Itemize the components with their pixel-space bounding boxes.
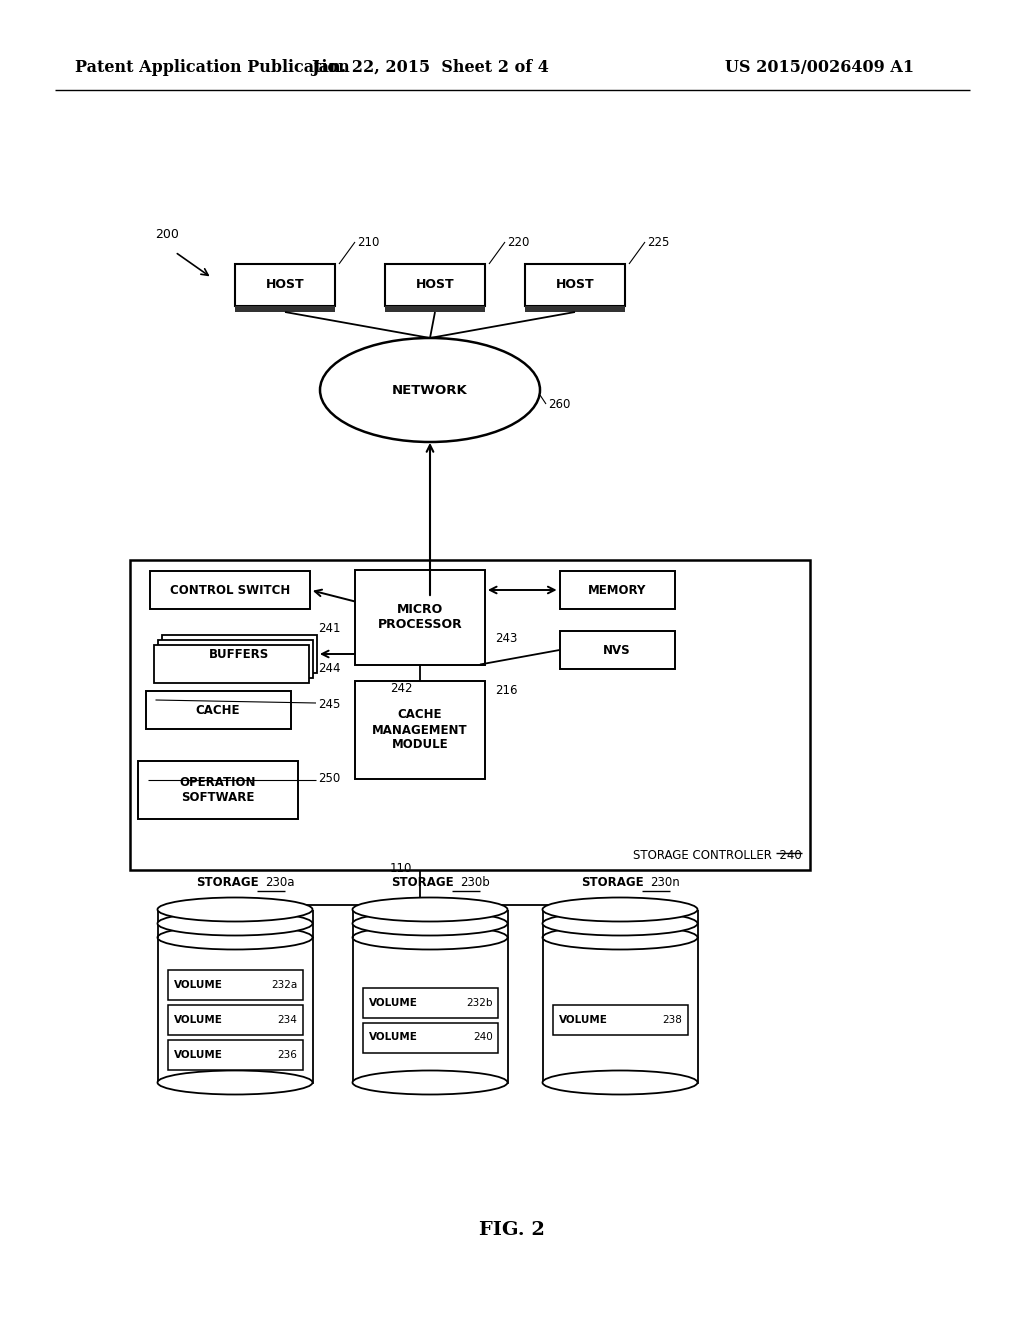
Text: 238: 238: [663, 1015, 683, 1026]
Ellipse shape: [158, 925, 312, 949]
Bar: [130, 560, 810, 870]
Text: 232a: 232a: [271, 979, 298, 990]
Ellipse shape: [319, 338, 540, 442]
Text: NETWORK: NETWORK: [392, 384, 468, 396]
Bar: [525, 306, 625, 312]
Text: 230n: 230n: [650, 876, 680, 890]
Text: STORAGE: STORAGE: [391, 876, 454, 890]
Ellipse shape: [352, 925, 508, 949]
Text: 230a: 230a: [265, 876, 295, 890]
Text: CACHE: CACHE: [196, 704, 241, 717]
Text: HOST: HOST: [556, 279, 594, 292]
Text: 200: 200: [155, 228, 179, 242]
Bar: [352, 937, 508, 1082]
Text: Jan. 22, 2015  Sheet 2 of 4: Jan. 22, 2015 Sheet 2 of 4: [311, 59, 549, 77]
Ellipse shape: [543, 925, 697, 949]
Text: VOLUME: VOLUME: [558, 1015, 607, 1026]
Bar: [168, 1040, 302, 1071]
Ellipse shape: [352, 1071, 508, 1094]
Text: HOST: HOST: [416, 279, 455, 292]
Text: US 2015/0026409 A1: US 2015/0026409 A1: [725, 59, 914, 77]
Bar: [559, 572, 675, 609]
Ellipse shape: [543, 1071, 697, 1094]
Text: CONTROL SWITCH: CONTROL SWITCH: [170, 583, 290, 597]
Bar: [543, 937, 697, 1082]
Text: VOLUME: VOLUME: [173, 1049, 222, 1060]
Text: 220: 220: [507, 235, 529, 248]
Bar: [168, 970, 302, 1001]
Text: 244: 244: [318, 661, 341, 675]
Bar: [559, 631, 675, 669]
Ellipse shape: [158, 898, 312, 921]
Text: STORAGE CONTROLLER  240: STORAGE CONTROLLER 240: [633, 849, 802, 862]
Text: 236: 236: [278, 1049, 298, 1060]
Bar: [234, 306, 335, 312]
Text: OPERATION
SOFTWARE: OPERATION SOFTWARE: [180, 776, 256, 804]
Text: 242: 242: [390, 681, 413, 694]
Text: 243: 243: [495, 631, 517, 644]
Bar: [553, 1005, 687, 1035]
Bar: [234, 264, 335, 306]
Text: 232b: 232b: [466, 998, 493, 1007]
Text: 225: 225: [647, 235, 670, 248]
Text: 210: 210: [357, 235, 379, 248]
Bar: [385, 306, 485, 312]
Text: MEMORY: MEMORY: [588, 583, 646, 597]
Text: NVS: NVS: [603, 644, 631, 656]
Ellipse shape: [352, 912, 508, 936]
Ellipse shape: [543, 912, 697, 936]
Bar: [525, 264, 625, 306]
Text: STORAGE: STORAGE: [196, 876, 258, 890]
Text: VOLUME: VOLUME: [173, 979, 222, 990]
Bar: [150, 572, 310, 609]
Text: 245: 245: [318, 698, 340, 711]
Bar: [385, 264, 485, 306]
Ellipse shape: [158, 912, 312, 936]
Text: 216: 216: [495, 684, 517, 697]
Bar: [145, 690, 291, 729]
Bar: [138, 762, 298, 818]
Ellipse shape: [158, 1071, 312, 1094]
Bar: [158, 640, 313, 678]
Text: 110: 110: [390, 862, 413, 874]
Text: 250: 250: [318, 771, 340, 784]
Text: HOST: HOST: [265, 279, 304, 292]
Text: 240: 240: [473, 1032, 493, 1043]
Text: VOLUME: VOLUME: [369, 998, 418, 1007]
Text: 230b: 230b: [460, 876, 489, 890]
Text: 241: 241: [318, 622, 341, 635]
Text: CACHE
MANAGEMENT
MODULE: CACHE MANAGEMENT MODULE: [372, 709, 468, 751]
Text: VOLUME: VOLUME: [369, 1032, 418, 1043]
Text: VOLUME: VOLUME: [173, 1015, 222, 1026]
Bar: [362, 987, 498, 1018]
Text: 234: 234: [278, 1015, 298, 1026]
Bar: [168, 1005, 302, 1035]
Text: BUFFERS: BUFFERS: [209, 648, 269, 660]
Bar: [154, 645, 309, 682]
Bar: [362, 1023, 498, 1052]
Bar: [355, 569, 485, 664]
Text: Patent Application Publication: Patent Application Publication: [75, 59, 350, 77]
Bar: [162, 635, 317, 673]
Text: 260: 260: [548, 397, 570, 411]
Ellipse shape: [543, 898, 697, 921]
Bar: [158, 937, 312, 1082]
Text: MICRO
PROCESSOR: MICRO PROCESSOR: [378, 603, 463, 631]
Bar: [355, 681, 485, 779]
Text: FIG. 2: FIG. 2: [479, 1221, 545, 1239]
Text: STORAGE: STORAGE: [581, 876, 643, 890]
Ellipse shape: [352, 898, 508, 921]
